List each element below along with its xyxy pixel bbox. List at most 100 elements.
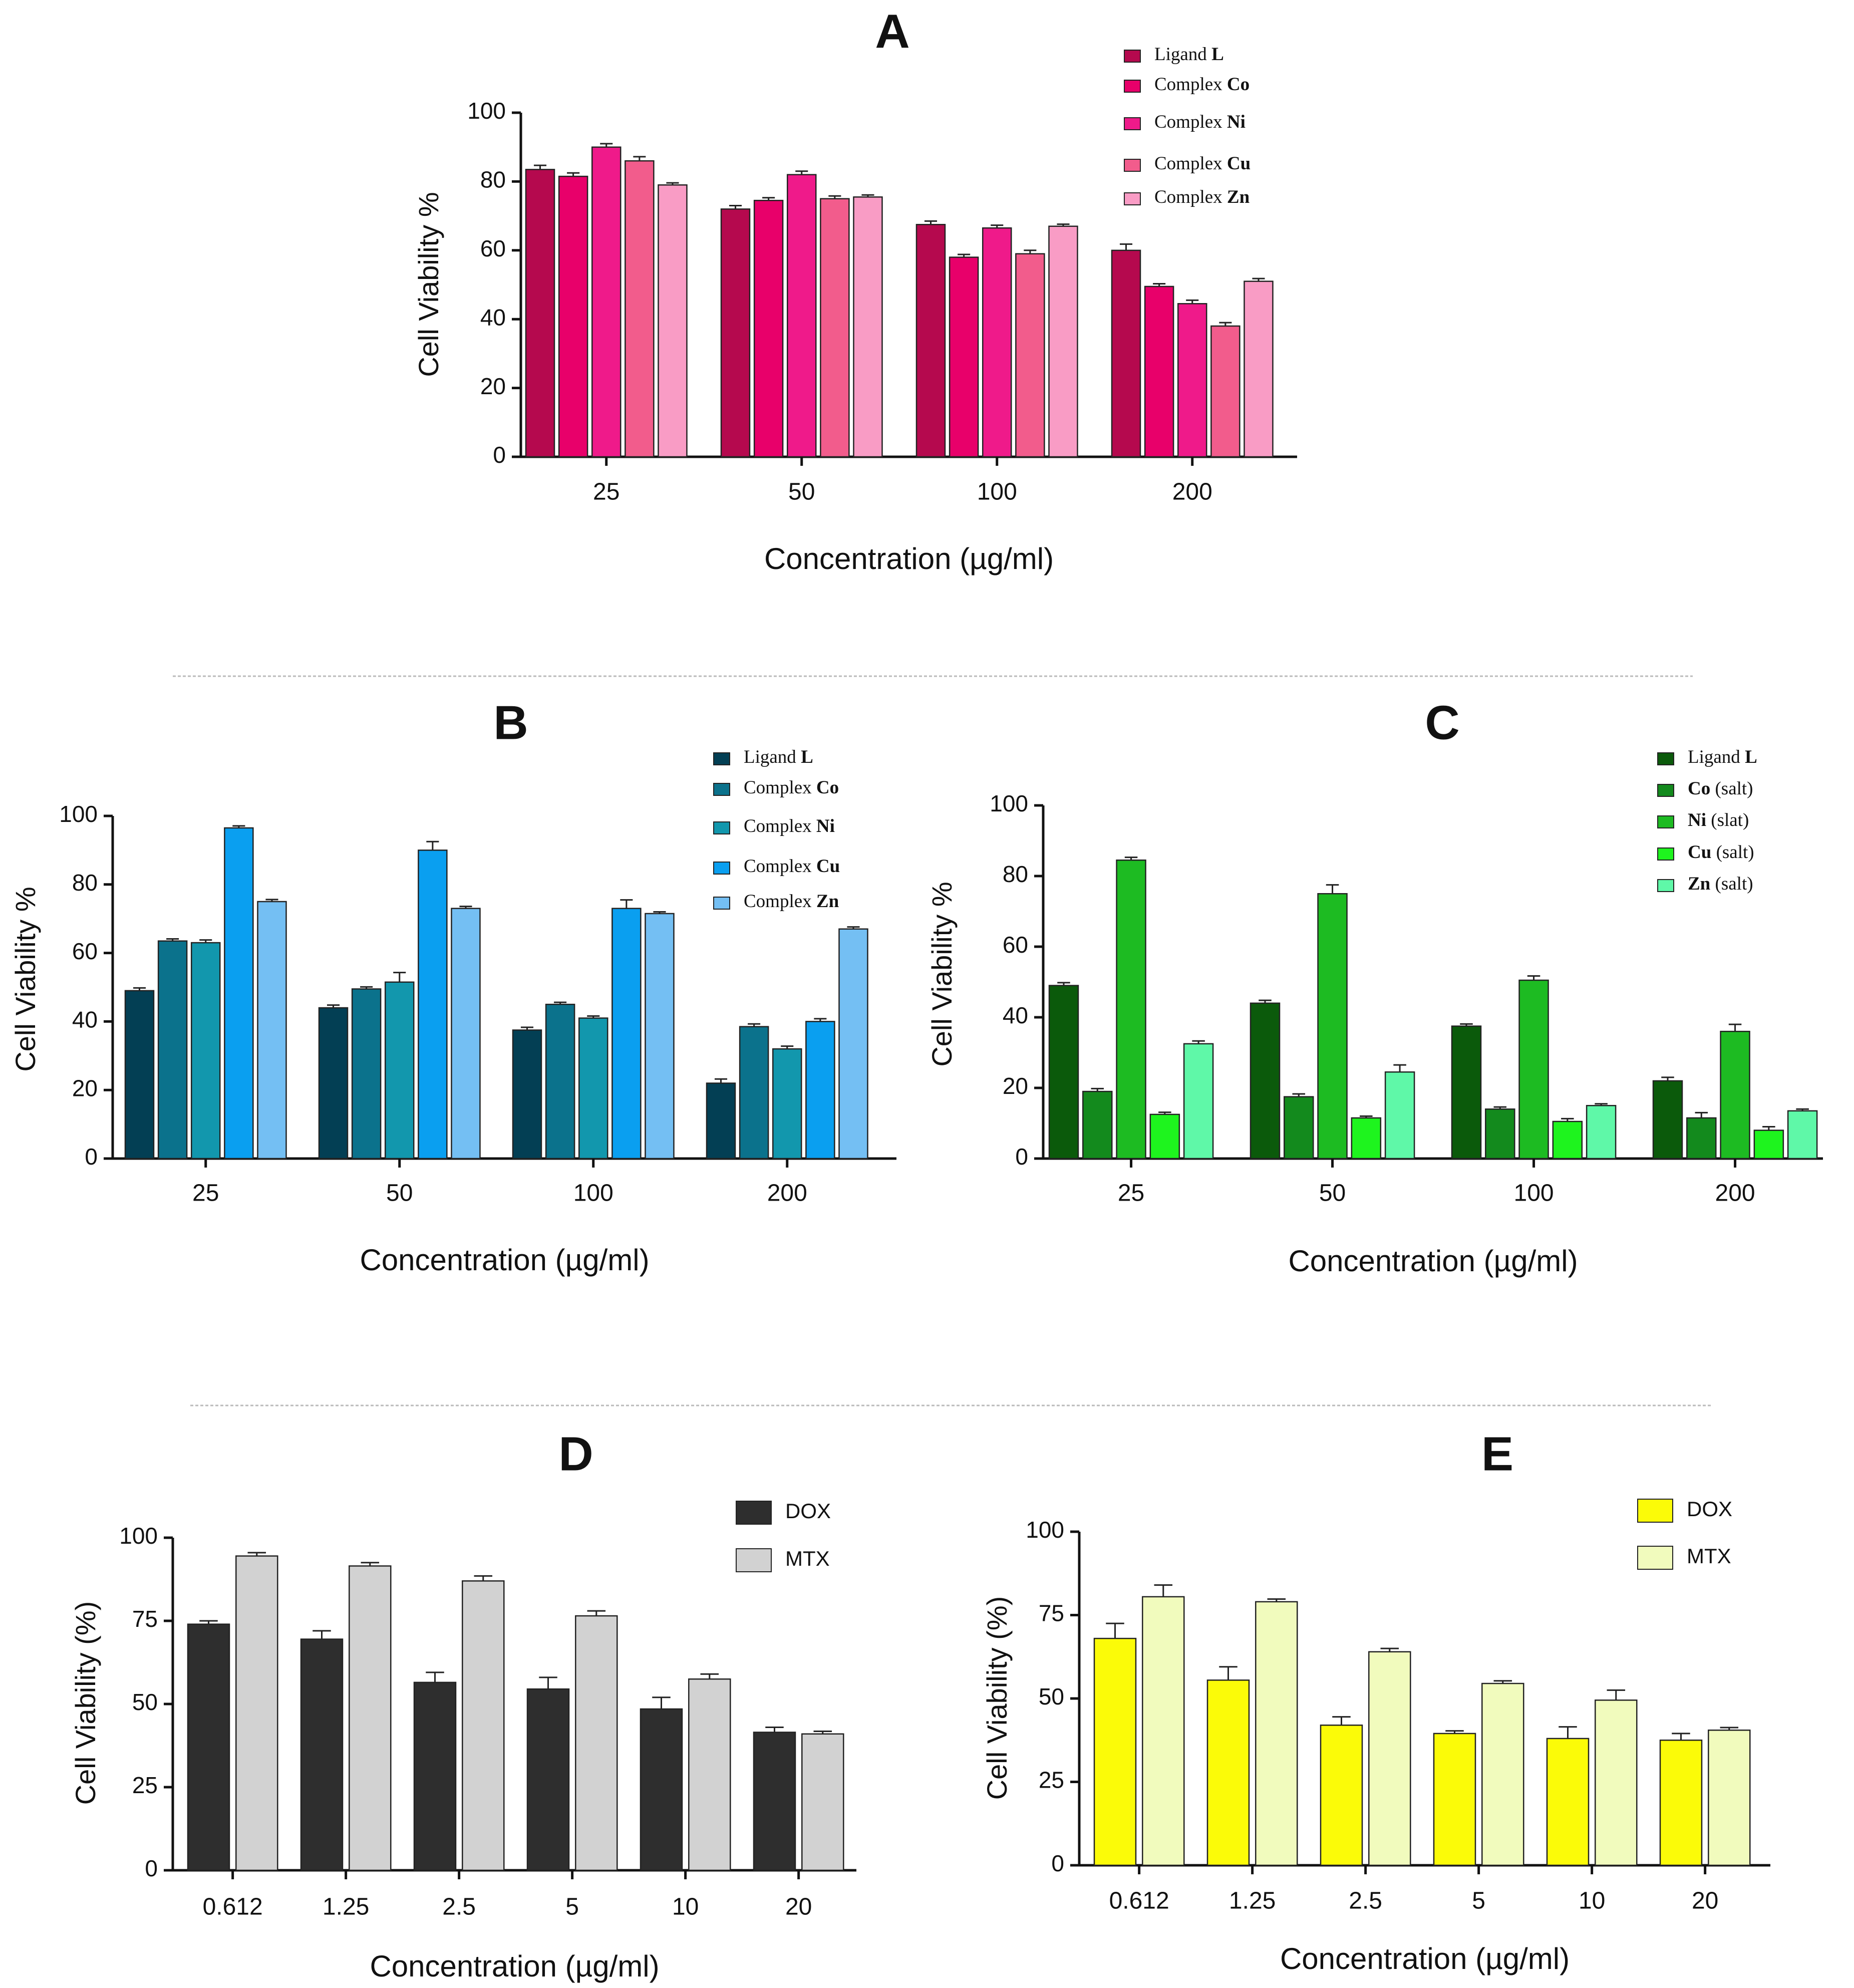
bar: [982, 227, 1012, 458]
x-tick-label: 50: [386, 1180, 413, 1207]
bar: [1317, 893, 1348, 1160]
bar: [124, 990, 155, 1160]
bar: [545, 1003, 575, 1160]
legend: Ligand L Complex Co Complex Ni Complex Cu Co…: [713, 747, 840, 912]
legend-swatch: [1637, 1499, 1673, 1523]
y-tick-label: 80: [72, 870, 98, 896]
legend-label: Cu (salt): [1688, 842, 1754, 863]
bar: [351, 988, 382, 1160]
x-tick-label: 50: [1319, 1180, 1346, 1207]
bar: [1652, 1080, 1683, 1160]
bar: [418, 849, 448, 1160]
legend-swatch: [1657, 879, 1674, 892]
bar: [1284, 1096, 1314, 1160]
y-tick-label: 0: [493, 442, 506, 468]
bar: [625, 160, 655, 458]
legend-swatch: [1637, 1546, 1673, 1570]
bar: [786, 174, 817, 458]
legend-swatch: [1657, 784, 1674, 797]
y-tick-label: 0: [145, 1855, 158, 1881]
y-tick-label: 80: [1003, 861, 1028, 887]
bar: [1485, 1108, 1515, 1160]
legend: Ligand L Complex Co Complex Ni Complex Cu Co…: [1124, 44, 1251, 207]
bar: [805, 1021, 835, 1160]
bar: [1546, 1738, 1590, 1866]
bar: [1015, 253, 1045, 458]
y-tick-label: 40: [72, 1007, 98, 1033]
y-tick-label: 75: [132, 1606, 158, 1632]
bar: [915, 224, 946, 458]
bar: [462, 1580, 505, 1871]
bar: [1787, 1110, 1818, 1160]
legend-swatch: [1657, 752, 1674, 765]
legend-swatch: [713, 862, 730, 875]
bar: [1518, 979, 1549, 1160]
x-tick-label: 100: [977, 479, 1017, 505]
y-tick-label: 50: [132, 1689, 158, 1715]
bar: [739, 1026, 769, 1160]
bar: [1720, 1030, 1750, 1160]
bar: [558, 175, 588, 458]
legend-label: Complex Zn: [744, 891, 839, 912]
y-tick-label: 100: [119, 1523, 158, 1549]
legend: Ligand L Co (salt) Ni (slat) Cu (salt) Zn (s…: [1657, 747, 1757, 894]
bar: [1451, 1025, 1482, 1160]
x-tick-label: 200: [767, 1180, 807, 1207]
bar: [224, 827, 254, 1160]
legend: DOX MTX: [736, 1499, 831, 1572]
legend-label: MTX: [785, 1547, 830, 1570]
bar: [1048, 985, 1079, 1160]
x-tick-label: 100: [573, 1180, 613, 1207]
bar: [575, 1615, 618, 1871]
bar: [1384, 1071, 1415, 1160]
bar: [706, 1082, 736, 1160]
x-tick-label: 1.25: [323, 1894, 369, 1920]
y-tick-label: 50: [1039, 1683, 1064, 1710]
legend-label: Ni (slat): [1688, 810, 1749, 830]
x-axis-label: Concentration (µg/ml): [764, 542, 1054, 576]
legend-swatch: [713, 897, 730, 910]
legend-swatch: [1124, 80, 1141, 93]
bar: [157, 940, 188, 1160]
bar: [235, 1555, 278, 1871]
legend-swatch: [1124, 117, 1141, 130]
bar: [1586, 1105, 1617, 1160]
legend-label: MTX: [1687, 1544, 1731, 1568]
legend-label: Ligand L: [1154, 44, 1224, 65]
bar: [349, 1565, 392, 1871]
x-tick-label: 2.5: [1349, 1888, 1382, 1914]
bar: [645, 913, 675, 1160]
y-tick-label: 100: [1026, 1517, 1064, 1543]
x-axis-label: Concentration (µg/ml): [360, 1243, 649, 1277]
legend-label: DOX: [785, 1499, 831, 1523]
bar: [1144, 286, 1174, 458]
bar: [1183, 1043, 1214, 1160]
bar: [949, 256, 979, 458]
bar: [451, 908, 481, 1160]
bar: [1595, 1699, 1638, 1866]
legend-label: Complex Co: [1154, 74, 1250, 95]
bar: [413, 1681, 457, 1871]
x-tick-label: 50: [788, 479, 815, 505]
bar: [772, 1048, 802, 1160]
bar: [187, 1623, 230, 1871]
bar: [1708, 1730, 1751, 1866]
legend-swatch: [1657, 847, 1674, 861]
chart-panel-e: E 0 25 50 75 100 Cell Viability (%) Concentrati…: [981, 1427, 1770, 1975]
bar: [720, 208, 751, 458]
legend-label: Complex Co: [744, 777, 839, 798]
legend-swatch: [1124, 159, 1141, 172]
bar: [1753, 1129, 1784, 1160]
bar: [801, 1733, 844, 1871]
y-tick-label: 60: [1003, 932, 1028, 958]
bar: [640, 1708, 683, 1871]
panel-label: D: [558, 1427, 593, 1481]
x-tick-label: 25: [593, 479, 620, 505]
chart-panel-d: D 0 25 50 75 100 Cell Viability (%) Concentrati…: [70, 1427, 856, 1983]
y-axis-label: Cell Viability %: [926, 882, 958, 1066]
bar: [578, 1017, 608, 1160]
y-tick-label: 40: [480, 304, 506, 330]
legend-label: Complex Zn: [1154, 187, 1250, 207]
x-tick-label: 25: [192, 1180, 219, 1207]
